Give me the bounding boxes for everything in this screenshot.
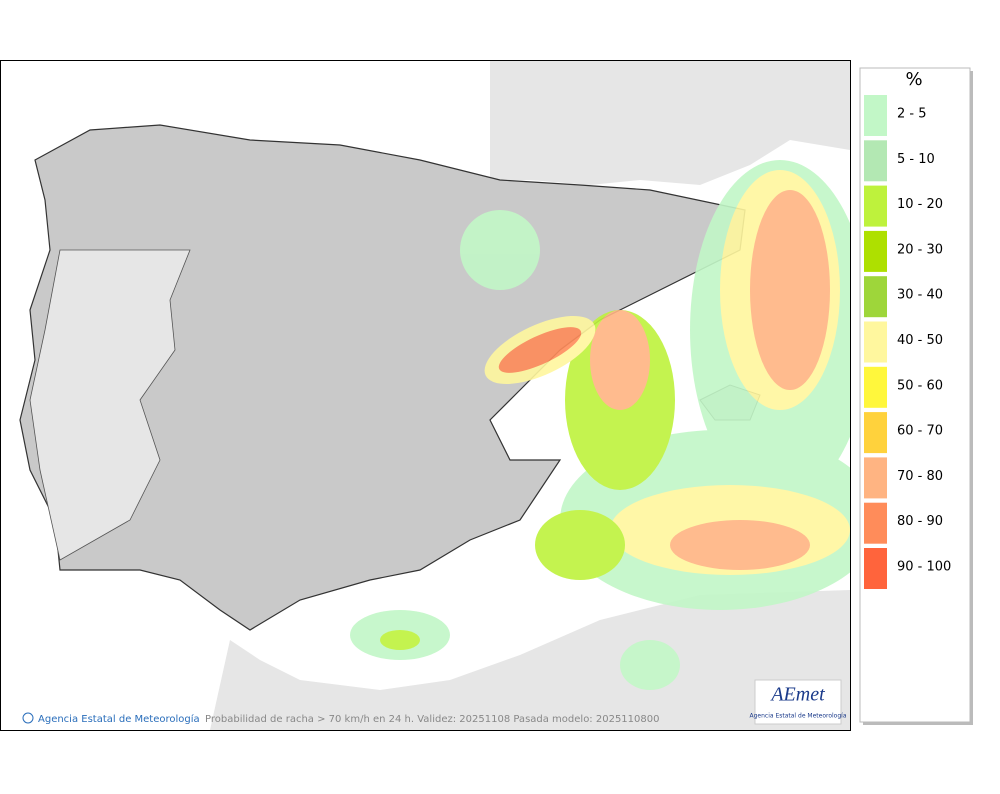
legend-label: 5 - 10	[897, 152, 935, 167]
legend-swatch	[864, 457, 887, 499]
logo-box	[754, 679, 842, 725]
legend-swatch	[864, 366, 887, 408]
legend-label: 20 - 30	[897, 242, 943, 257]
caption: Probabilidad de racha > 70 km/h en 24 h.…	[205, 714, 659, 725]
credit: Agencia Estatal de Meteorología	[38, 713, 200, 725]
legend-swatch	[864, 412, 887, 454]
logo-subtitle: Agencia Estatal de Meteorología	[750, 713, 847, 720]
legend-label: 2 - 5	[897, 107, 927, 122]
legend-label: 50 - 60	[897, 378, 943, 393]
legend-swatch	[864, 276, 887, 318]
legend-label: 90 - 100	[897, 560, 951, 575]
legend-label: 70 - 80	[897, 469, 943, 484]
iberia	[19, 124, 746, 631]
portugal	[29, 249, 191, 561]
map	[1, 61, 850, 730]
africa	[210, 590, 850, 730]
legend-swatch	[864, 95, 887, 136]
legend-items: 2 - 5 5 - 10 10 - 20 20 - 30 30 - 40 40 - 50 5…	[864, 95, 951, 589]
probability-areas	[350, 160, 850, 690]
legend-swatch	[864, 321, 887, 363]
legend-swatch	[864, 502, 887, 544]
legend-swatch	[864, 185, 887, 227]
legend-title: %	[905, 69, 922, 90]
legend-label: 10 - 20	[897, 197, 943, 212]
logo: AEmet	[769, 684, 825, 706]
legend-label: 60 - 70	[897, 424, 943, 439]
france	[490, 61, 850, 185]
map-frame	[0, 60, 851, 731]
legend-swatch	[864, 230, 887, 272]
legend-label: 80 - 90	[897, 514, 943, 529]
legend-swatch	[864, 140, 887, 182]
legend-swatch	[864, 548, 887, 589]
legend-label: 40 - 50	[897, 333, 943, 348]
copyright-icon	[22, 712, 34, 724]
legend-label: 30 - 40	[897, 288, 943, 303]
